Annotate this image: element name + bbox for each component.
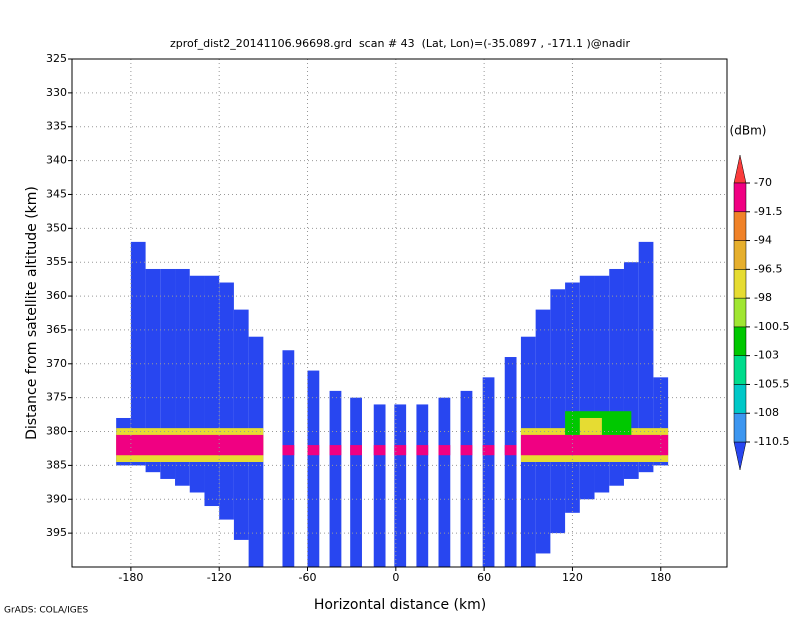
colorbar-segment <box>733 384 747 414</box>
cell <box>416 445 429 456</box>
cell <box>394 445 407 456</box>
cell <box>329 445 342 456</box>
cell <box>282 350 295 567</box>
cell <box>416 404 429 567</box>
y-tick-label: 360 <box>46 289 67 302</box>
colorbar-segment <box>733 211 747 241</box>
y-tick-label: 345 <box>46 187 67 200</box>
y-tick-label: 335 <box>46 120 67 133</box>
y-axis-label: Distance from satellite altitude (km) <box>24 186 40 440</box>
cell <box>282 445 295 456</box>
y-tick-label: 380 <box>46 425 67 438</box>
colorbar-segment <box>733 269 747 299</box>
colorbar-label: -91.5 <box>754 205 782 218</box>
y-tick-label: 375 <box>46 391 67 404</box>
y-tick-label: 395 <box>46 526 67 539</box>
colorbar-label: -103 <box>754 349 779 362</box>
cell <box>307 445 320 456</box>
cell <box>373 404 386 567</box>
cell <box>504 357 517 567</box>
colorbar-segment <box>733 355 747 385</box>
colorbar-label: -96.5 <box>754 262 782 275</box>
cell <box>460 445 473 456</box>
cell <box>504 445 517 456</box>
y-tick-label: 390 <box>46 492 67 505</box>
colorbar-high <box>733 154 747 184</box>
y-tick-label: 365 <box>46 323 67 336</box>
colorbar-segment <box>733 240 747 270</box>
cell <box>350 397 362 567</box>
cell <box>460 390 473 567</box>
cell <box>520 434 669 456</box>
y-tick-label: 370 <box>46 357 67 370</box>
cell <box>116 434 264 456</box>
colorbar-label: -105.5 <box>754 377 789 390</box>
cell <box>394 404 407 567</box>
cell <box>373 445 386 456</box>
x-tick-label: -120 <box>207 571 232 584</box>
chart-title: zprof_dist2_20141106.96698.grd scan # 43… <box>170 37 631 50</box>
colorbar-title: (dBm) <box>730 124 767 138</box>
cell <box>219 282 234 520</box>
y-tick-label: 330 <box>46 86 67 99</box>
x-axis-label: Horizontal distance (km) <box>314 597 486 613</box>
x-tick-label: 180 <box>650 571 671 584</box>
cell <box>579 417 602 435</box>
x-tick-label: -180 <box>118 571 143 584</box>
colorbar-segment <box>733 297 747 328</box>
colorbar-label: -94 <box>754 234 772 247</box>
cell <box>438 397 451 567</box>
cell <box>145 268 161 473</box>
colorbar-label: -110.5 <box>754 435 789 448</box>
y-tick-label: 355 <box>46 255 67 268</box>
cell <box>482 445 495 456</box>
cell <box>204 275 220 507</box>
colorbar-low <box>733 441 747 471</box>
colorbar-label: -100.5 <box>754 320 789 333</box>
colorbar-segment <box>733 182 747 213</box>
colorbar-label: -98 <box>754 291 772 304</box>
colorbar-label: -70 <box>754 176 772 189</box>
cell <box>438 445 451 456</box>
footer: GrADS: COLA/IGES <box>4 606 88 616</box>
cell <box>307 370 320 567</box>
y-tick-label: 340 <box>46 154 67 167</box>
x-tick-label: -60 <box>299 571 317 584</box>
y-tick-label: 350 <box>46 221 67 234</box>
cell <box>638 241 654 473</box>
x-tick-label: 60 <box>477 571 491 584</box>
cell <box>160 268 176 479</box>
cell <box>350 445 362 456</box>
y-tick-label: 325 <box>46 52 67 65</box>
x-tick-label: 120 <box>562 571 583 584</box>
cell <box>233 309 249 540</box>
cell <box>329 390 342 567</box>
colorbar-segment <box>733 326 747 356</box>
x-tick-label: 0 <box>392 571 399 584</box>
colorbar-label: -108 <box>754 406 779 419</box>
y-tick-label: 385 <box>46 458 67 471</box>
cell <box>482 377 495 567</box>
cell <box>550 289 566 534</box>
cell <box>130 241 146 466</box>
plot-frame <box>71 58 728 568</box>
colorbar-segment <box>733 412 747 443</box>
